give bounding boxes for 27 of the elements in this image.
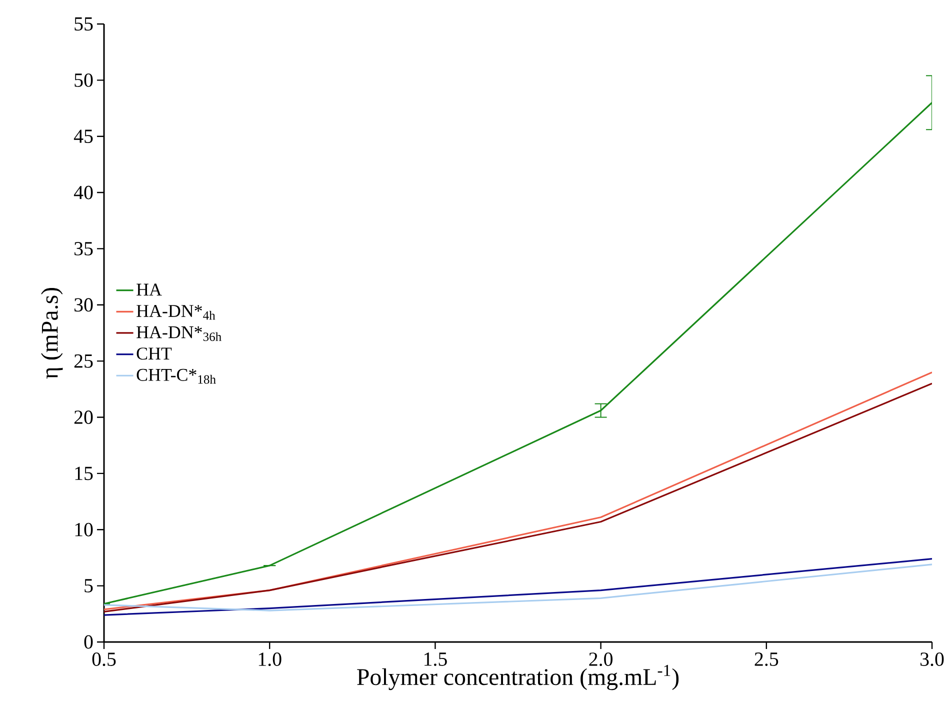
- x-tick-label: 0.5: [92, 652, 116, 666]
- x-tick-label: 2.0: [589, 652, 613, 666]
- legend-label: HA-DN*$_{36h}$: [136, 326, 222, 342]
- y-tick-label: 5: [84, 579, 93, 592]
- y-tick-label: 25: [74, 354, 93, 368]
- x-tick-label: 2.5: [754, 652, 778, 666]
- y-tick-label: 45: [74, 130, 93, 143]
- y-tick-label: 20: [74, 410, 93, 424]
- line-series: [104, 564, 932, 612]
- y-tick-label: 50: [74, 73, 93, 87]
- y-axis-title: η (mPa.s): [41, 288, 63, 379]
- legend-label: HA-DN*$_{4h}$: [136, 304, 216, 320]
- legend-label: CHT: [136, 348, 172, 360]
- y-tick-label: 55: [74, 17, 93, 31]
- legend-label: HA: [136, 284, 162, 296]
- x-tick-label: 3.0: [920, 652, 944, 666]
- x-tick-label: 1.5: [424, 652, 447, 666]
- y-tick-label: 35: [74, 242, 93, 256]
- line-series: [104, 558, 932, 616]
- x-axis-title: Polymer concentration (mg.mL$^{-1}$): [357, 664, 679, 690]
- legend-label: CHT-C*$_{18h}$: [136, 368, 216, 384]
- x-tick-label: 1.0: [258, 652, 282, 666]
- y-tick-label: 0: [84, 635, 93, 649]
- y-tick-label: 40: [74, 186, 93, 200]
- y-tick-label: 30: [74, 298, 93, 312]
- y-tick-label: 10: [75, 522, 93, 536]
- y-tick-label: 15: [75, 466, 93, 480]
